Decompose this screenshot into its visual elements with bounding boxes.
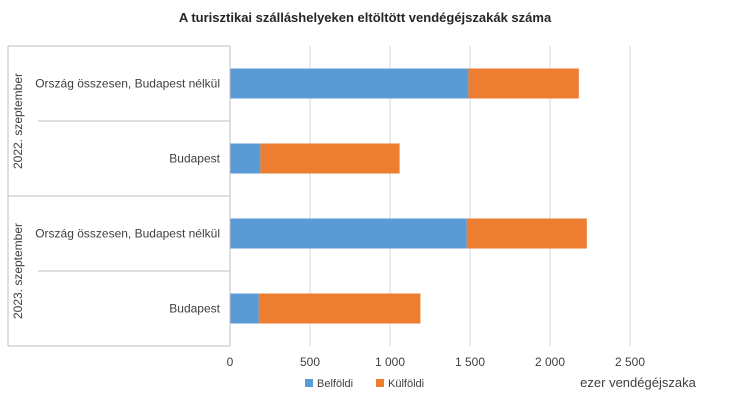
bar-külföldi-3 [466,218,587,249]
bars [230,68,587,324]
bar-külföldi-1 [468,68,579,99]
bar-belföldi-3 [230,218,467,249]
x-tick-labels: 0 500 1 000 1 500 2 000 2 500 [227,355,646,369]
x-axis-title: ezer vendégéjszaka [580,375,696,390]
x-tick-label: 500 [300,355,320,369]
legend-label-belföldi: Belföldi [317,378,353,390]
bar-belföldi-1 [230,68,469,99]
bar-külföldi-4 [258,293,421,324]
legend-swatch-külföldi [376,379,384,387]
x-tick-label: 1 500 [455,355,485,369]
legend-label-külföldi: Külföldi [388,378,424,390]
category-label: Ország összesen, Budapest nélkül [35,227,220,241]
legend-swatch-belföldi [305,379,313,387]
category-label: Budapest [169,302,220,316]
group-label: 2023. szeptember [11,223,25,319]
x-tick-label: 0 [227,355,234,369]
category-labels: Ország összesen, Budapest nélkül Budapest… [11,73,221,319]
bar-külföldi-2 [260,143,400,174]
category-label: Ország összesen, Budapest nélkül [35,77,220,91]
bar-belföldi-2 [230,143,261,174]
bar-belföldi-4 [230,293,259,324]
legend: Belföldi Külföldi [305,378,424,390]
x-tick-label: 2 500 [615,355,645,369]
x-tick-label: 2 000 [535,355,565,369]
chart-title: A turisztikai szálláshelyeken eltöltött … [179,10,552,25]
x-tick-label: 1 000 [375,355,405,369]
group-label: 2022. szeptember [11,73,25,169]
category-axis-frame [7,45,231,347]
category-label: Budapest [169,152,220,166]
